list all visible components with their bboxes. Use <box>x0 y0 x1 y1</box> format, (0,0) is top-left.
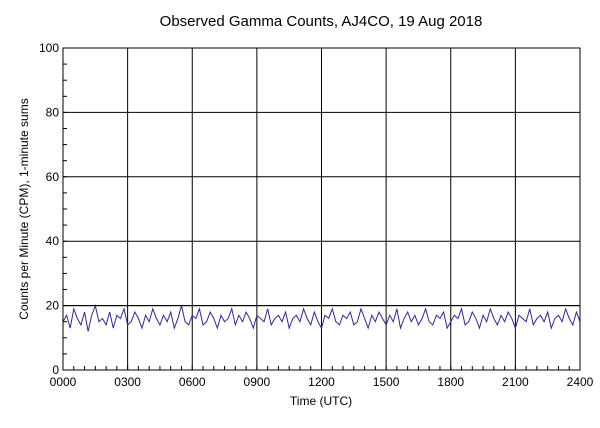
x-axis-label: Time (UTC) <box>290 394 352 408</box>
series-line <box>62 303 581 332</box>
x-tick-label: 0000 <box>50 375 77 389</box>
series-layer <box>62 303 581 332</box>
y-tick-label: 60 <box>46 170 60 184</box>
x-tick-label: 0300 <box>114 375 141 389</box>
x-tick-label: 0900 <box>244 375 271 389</box>
y-tick-label: 0 <box>52 363 59 377</box>
tick-marks <box>62 47 581 371</box>
y-tick-label: 100 <box>39 41 59 55</box>
x-tick-label: 1200 <box>308 375 335 389</box>
y-axis-label: Counts per Minute (CPM), 1-minute sums <box>17 98 31 319</box>
x-tick-label: 2100 <box>502 375 529 389</box>
y-tick-label: 40 <box>46 234 60 248</box>
y-tick-label: 20 <box>46 299 60 313</box>
x-tick-label: 1800 <box>437 375 464 389</box>
x-tick-label: 1500 <box>373 375 400 389</box>
y-tick-label: 80 <box>46 105 60 119</box>
x-tick-label: 2400 <box>567 375 594 389</box>
chart-title: Observed Gamma Counts, AJ4CO, 19 Aug 201… <box>160 13 483 30</box>
tick-labels: 0000 0300 0600 0900 1200 1500 1800 2100 2400 0 20 4… <box>39 41 594 389</box>
x-tick-label: 0600 <box>179 375 206 389</box>
